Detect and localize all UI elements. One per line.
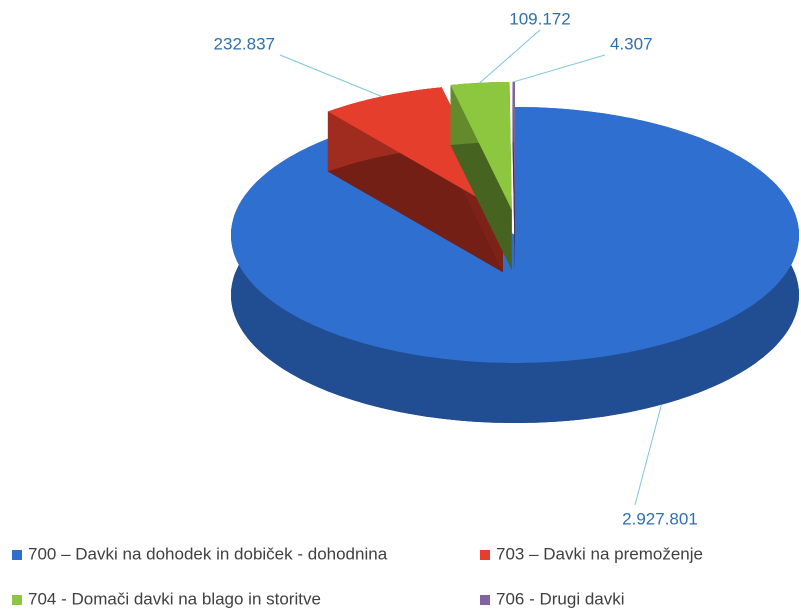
data-label: 232.837: [214, 34, 275, 53]
data-label: 4.307: [610, 34, 653, 53]
slice: [231, 107, 799, 363]
legend-swatch: [12, 550, 22, 560]
leader-line: [634, 404, 662, 506]
slice: [327, 87, 503, 213]
legend-swatch: [480, 595, 490, 605]
leader-line: [479, 29, 541, 84]
slice: [450, 82, 512, 210]
legend-swatch: [480, 550, 490, 560]
legend-swatch: [12, 595, 22, 605]
legend-label: 704 - Domači davki na blago in storitve: [28, 589, 321, 608]
legend-label: 703 – Davki na premoženje: [496, 544, 703, 563]
slice: [512, 81, 515, 210]
legend-label: 706 - Drugi davki: [496, 589, 625, 608]
data-label: 2.927.801: [622, 509, 698, 528]
data-label: 109.172: [509, 9, 570, 28]
leader-line: [279, 54, 382, 97]
leader-line: [513, 54, 606, 83]
legend-label: 700 – Davki na dohodek in dobiček - doho…: [28, 544, 388, 563]
